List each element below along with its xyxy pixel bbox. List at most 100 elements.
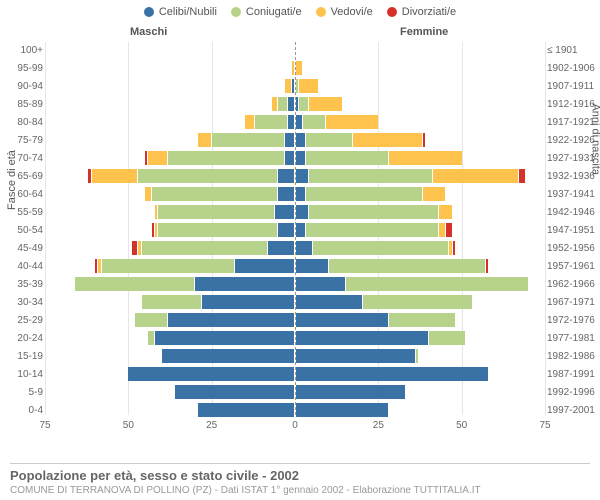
- age-label: 75-79: [3, 132, 43, 150]
- bar-segment: [298, 79, 318, 93]
- birth-year-label: ≤ 1901: [547, 42, 599, 60]
- female-bar: [295, 277, 545, 291]
- legend-item: Divorziati/e: [387, 6, 456, 18]
- female-bar: [295, 205, 545, 219]
- male-bar: [45, 115, 295, 129]
- bar-segment: [92, 169, 139, 183]
- legend-label: Coniugati/e: [246, 6, 302, 18]
- birth-year-label: 1942-1946: [547, 204, 599, 222]
- bar-segment: [415, 349, 418, 363]
- female-bar: [295, 259, 545, 273]
- birth-year-label: 1967-1971: [547, 294, 599, 312]
- bar-segment: [285, 151, 295, 165]
- bar-segment: [275, 205, 295, 219]
- center-line: [295, 42, 296, 415]
- bar-segment: [155, 331, 295, 345]
- male-bar: [45, 133, 295, 147]
- female-bar: [295, 133, 545, 147]
- female-bar: [295, 313, 545, 327]
- age-label: 45-49: [3, 240, 43, 258]
- age-label: 90-94: [3, 78, 43, 96]
- male-bar: [45, 187, 295, 201]
- footer: Popolazione per età, sesso e stato civil…: [10, 463, 590, 496]
- female-bar: [295, 295, 545, 309]
- bar-segment: [135, 313, 168, 327]
- bar-segment: [302, 115, 325, 129]
- bar-segment: [295, 223, 305, 237]
- male-bar: [45, 61, 295, 75]
- bar-segment: [278, 187, 295, 201]
- bar-segment: [452, 241, 455, 255]
- birth-year-label: 1997-2001: [547, 402, 599, 420]
- x-tick-label: 50: [456, 420, 467, 431]
- bar-segment: [278, 169, 295, 183]
- legend-swatch: [316, 7, 326, 17]
- female-bar: [295, 61, 545, 75]
- age-label: 65-69: [3, 168, 43, 186]
- pyramid-chart: 100+≤ 190195-991902-190690-941907-191185…: [45, 42, 545, 437]
- age-label: 5-9: [3, 384, 43, 402]
- male-bar: [45, 313, 295, 327]
- male-bar: [45, 259, 295, 273]
- female-bar: [295, 115, 545, 129]
- bar-segment: [152, 187, 279, 201]
- birth-year-label: 1962-1966: [547, 276, 599, 294]
- bar-segment: [432, 169, 519, 183]
- age-label: 70-74: [3, 150, 43, 168]
- age-label: 25-29: [3, 312, 43, 330]
- bar-segment: [295, 133, 305, 147]
- age-label: 95-99: [3, 60, 43, 78]
- female-bar: [295, 169, 545, 183]
- bar-segment: [295, 187, 305, 201]
- female-bar: [295, 367, 545, 381]
- bar-segment: [295, 403, 388, 417]
- male-bar: [45, 205, 295, 219]
- male-bar: [45, 367, 295, 381]
- legend-item: Coniugati/e: [231, 6, 302, 18]
- male-bar: [45, 169, 295, 183]
- x-tick-label: 75: [39, 420, 50, 431]
- male-bar: [45, 241, 295, 255]
- birth-year-label: 1947-1951: [547, 222, 599, 240]
- female-bar: [295, 223, 545, 237]
- header-male: Maschi: [130, 26, 167, 38]
- bar-segment: [138, 169, 278, 183]
- bar-segment: [438, 223, 445, 237]
- bar-segment: [362, 295, 472, 309]
- bar-segment: [195, 277, 295, 291]
- birth-year-label: 1912-1916: [547, 96, 599, 114]
- bar-segment: [295, 277, 345, 291]
- male-bar: [45, 349, 295, 363]
- male-bar: [45, 151, 295, 165]
- female-bar: [295, 241, 545, 255]
- legend-item: Vedovi/e: [316, 6, 373, 18]
- male-bar: [45, 295, 295, 309]
- bar-segment: [128, 367, 295, 381]
- bar-segment: [305, 223, 438, 237]
- bar-segment: [158, 223, 278, 237]
- female-bar: [295, 403, 545, 417]
- birth-year-label: 1952-1956: [547, 240, 599, 258]
- birth-year-label: 1957-1961: [547, 258, 599, 276]
- bar-segment: [102, 259, 235, 273]
- female-bar: [295, 349, 545, 363]
- bar-segment: [158, 205, 275, 219]
- bar-segment: [295, 349, 415, 363]
- bar-segment: [328, 259, 485, 273]
- legend-swatch: [387, 7, 397, 17]
- legend-swatch: [231, 7, 241, 17]
- bar-segment: [162, 349, 295, 363]
- bar-segment: [295, 295, 362, 309]
- bar-segment: [288, 115, 295, 129]
- female-bar: [295, 97, 545, 111]
- bar-segment: [308, 97, 341, 111]
- age-label: 40-44: [3, 258, 43, 276]
- age-label: 100+: [3, 42, 43, 60]
- bar-segment: [168, 313, 295, 327]
- birth-year-label: 1927-1931: [547, 150, 599, 168]
- birth-year-label: 1907-1911: [547, 78, 599, 96]
- birth-year-label: 1937-1941: [547, 186, 599, 204]
- bar-segment: [148, 151, 168, 165]
- age-label: 15-19: [3, 348, 43, 366]
- bar-segment: [295, 367, 488, 381]
